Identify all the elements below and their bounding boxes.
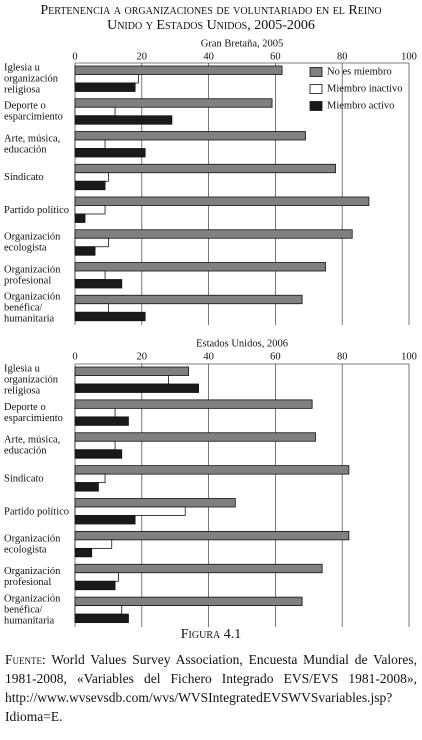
category-label: Organización profesional (4, 567, 61, 589)
bar (74, 498, 236, 508)
x-tick-label: 0 (72, 51, 77, 62)
source: Fuente: World Values Survey Association,… (5, 650, 417, 726)
bar (74, 82, 136, 92)
bar (74, 465, 350, 475)
bar (74, 131, 306, 141)
bar (74, 399, 313, 409)
bar (74, 106, 116, 117)
category-label: Organización ecologista (4, 232, 61, 254)
bar (74, 383, 199, 393)
bar (74, 572, 119, 582)
bar (74, 473, 106, 484)
category-label: Partido político (4, 205, 69, 216)
bar (74, 229, 353, 239)
x-tick-label: 60 (270, 351, 281, 362)
category-label: Arte, música, educación (4, 435, 60, 457)
x-tick-label: 100 (401, 351, 417, 362)
category-label: Organización benéfica/humanitaria (4, 594, 61, 627)
bar (74, 416, 129, 426)
bar (74, 172, 109, 182)
bar (74, 311, 146, 322)
category-label: Organización ecologista (4, 534, 61, 556)
chart-title: Estados Unidos, 2006 (196, 338, 288, 349)
bar (74, 115, 173, 125)
x-tick-label: 40 (203, 351, 214, 362)
bar (74, 65, 283, 75)
source-label: Fuente: (5, 652, 46, 667)
bar (74, 205, 106, 215)
x-tick-label: 20 (137, 351, 148, 362)
bar (74, 139, 106, 149)
category-label: Organización benéfica/humanitaria (4, 292, 61, 325)
bar (74, 148, 146, 158)
legend-swatch (309, 67, 323, 77)
category-label: Partido político (4, 506, 69, 517)
bar (74, 213, 86, 223)
bar (74, 530, 350, 541)
figure-caption: Figura 4.1 (180, 627, 242, 642)
category-label: Deporte o esparcimiento (4, 402, 63, 424)
legend-swatch (309, 101, 323, 111)
bar (74, 262, 326, 272)
bar (74, 440, 116, 451)
bar (74, 580, 116, 591)
bar (74, 270, 106, 280)
legend-label: Miembro inactivo (327, 83, 403, 94)
category-label: Organización profesional (4, 265, 61, 287)
x-tick-label: 60 (270, 51, 281, 62)
category-label: Iglesia u organización religiosa (4, 63, 59, 96)
x-tick-label: 20 (137, 51, 148, 62)
x-tick-label: 80 (337, 51, 348, 62)
bar (74, 237, 109, 248)
chart-title: Gran Bretaña, 2005 (201, 38, 284, 49)
bar (74, 163, 336, 174)
bar (74, 180, 106, 191)
heading: Pertenencia a organizaciones de voluntar… (40, 3, 382, 33)
category-label: Sindicato (4, 172, 44, 183)
bar (74, 98, 273, 108)
x-tick-label: 100 (401, 51, 417, 62)
bar (74, 515, 136, 525)
bar (74, 366, 189, 376)
legend-label: No es miembro (327, 66, 392, 77)
legend-swatch (309, 84, 323, 94)
bar (74, 246, 96, 256)
bar (74, 407, 116, 418)
bar (74, 547, 93, 558)
legend-label: Miembro activo (327, 100, 394, 111)
category-label: Iglesia u organización religiosa (4, 364, 59, 397)
category-label: Arte, música, educación (4, 134, 60, 156)
bar (74, 196, 370, 206)
bar (74, 74, 139, 84)
bar (74, 449, 123, 459)
bar (74, 605, 123, 615)
bar (74, 506, 186, 516)
bar (74, 432, 316, 442)
bar (74, 303, 109, 313)
bar (74, 539, 113, 549)
category-label: Deporte o esparcimiento (4, 101, 63, 123)
x-tick-label: 0 (72, 351, 77, 362)
x-tick-label: 40 (203, 51, 214, 62)
x-tick-label: 80 (337, 351, 348, 362)
source-text: World Values Survey Association, Encuest… (5, 652, 417, 724)
bar (74, 563, 323, 574)
bar (74, 375, 169, 385)
bar (74, 279, 123, 289)
bar (74, 294, 303, 305)
bar (74, 596, 303, 607)
bar (74, 613, 129, 624)
bar (74, 482, 99, 492)
category-label: Sindicato (4, 473, 44, 484)
